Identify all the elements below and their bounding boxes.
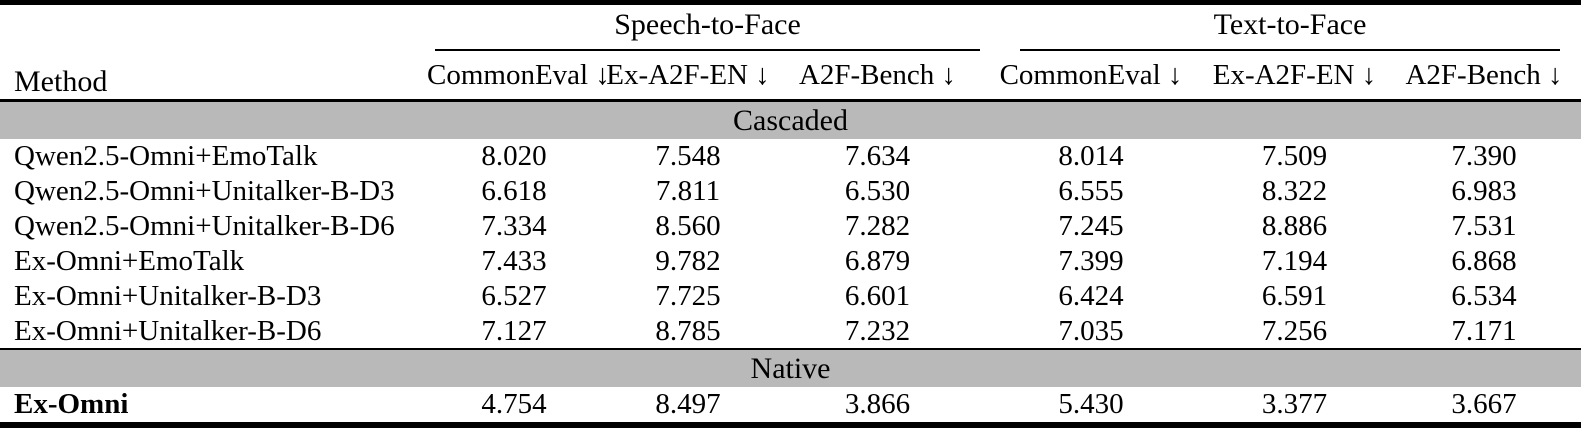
value-cell: 3.866 (844, 388, 911, 420)
method-cell: Qwen2.5-Omni+Unitalker-B-D3 (14, 175, 395, 207)
table-row: Ex-Omni+EmoTalk 7.433 9.782 6.879 7.399 … (0, 244, 1581, 279)
metric-header-t2f-a2f-bench: A2F-Bench ↓ (1387, 51, 1581, 102)
value-cell: 7.282 (844, 210, 911, 242)
value-cell: 7.390 (1451, 140, 1517, 172)
value-cell: 7.245 (1058, 210, 1124, 242)
value-cell: 6.527 (481, 280, 547, 312)
table-row: Qwen2.5-Omni+EmoTalk 8.020 7.548 7.634 8… (0, 139, 1581, 174)
group-header-speech-to-face: Speech-to-Face (427, 3, 980, 51)
method-cell: Ex-Omni+Unitalker-B-D3 (14, 280, 322, 312)
value-cell: 8.020 (481, 140, 547, 172)
value-cell: 7.171 (1451, 314, 1517, 347)
table-row: Ex-Omni+Unitalker-B-D3 6.527 7.725 6.601… (0, 279, 1581, 314)
section-row-cascaded: Cascaded (0, 100, 1581, 139)
value-cell: 7.509 (1261, 140, 1328, 172)
section-label: Cascaded (0, 100, 1581, 139)
table-row: Qwen2.5-Omni+Unitalker-B-D3 6.618 7.811 … (0, 174, 1581, 209)
value-cell: 4.754 (481, 388, 547, 420)
value-cell: 5.430 (1058, 388, 1124, 420)
method-column-header: Method (0, 2, 427, 102)
value-cell: 3.377 (1261, 388, 1328, 420)
value-cell: 6.601 (844, 280, 911, 312)
value-cell: 7.256 (1261, 314, 1328, 347)
value-cell: 6.618 (481, 175, 547, 207)
value-cell: 7.127 (481, 314, 547, 347)
value-cell: 7.232 (844, 314, 911, 347)
value-cell: 7.433 (481, 245, 547, 277)
value-cell: 6.555 (1058, 175, 1124, 207)
method-cell: Ex-Omni (14, 388, 129, 420)
value-cell: 9.782 (655, 245, 721, 277)
section-label: Native (0, 348, 1581, 387)
metric-header-t2f-commoneval: CommonEval ↓ (980, 51, 1202, 102)
table-header: Method Speech-to-Face Text-to-Face Commo… (0, 2, 1581, 102)
value-cell: 7.399 (1058, 245, 1124, 277)
value-cell: 7.811 (655, 175, 721, 207)
value-cell: 8.785 (655, 314, 721, 347)
method-cell: Qwen2.5-Omni+EmoTalk (14, 140, 318, 172)
group-header-row: Method Speech-to-Face Text-to-Face (0, 2, 1581, 102)
value-cell: 7.334 (481, 210, 547, 242)
value-cell: 7.725 (655, 280, 721, 312)
value-cell: 7.035 (1058, 314, 1124, 347)
table-row: Qwen2.5-Omni+Unitalker-B-D6 7.334 8.560 … (0, 209, 1581, 244)
value-cell: 6.983 (1451, 175, 1517, 207)
metric-header-t2f-ex-a2f-en: Ex-A2F-EN ↓ (1202, 51, 1387, 102)
table-body: Cascaded Qwen2.5-Omni+EmoTalk 8.020 7.54… (0, 100, 1581, 426)
metric-header-s2f-commoneval: CommonEval ↓ (427, 51, 610, 102)
value-cell: 6.591 (1261, 280, 1328, 312)
group-header-text-to-face: Text-to-Face (980, 3, 1581, 51)
table-row: Ex-Omni 4.754 8.497 3.866 5.430 3.377 3.… (0, 387, 1581, 425)
results-table: Method Speech-to-Face Text-to-Face Commo… (0, 0, 1581, 428)
value-cell: 7.634 (844, 140, 911, 172)
value-cell: 8.322 (1261, 175, 1328, 207)
table-row: Ex-Omni+Unitalker-B-D6 7.127 8.785 7.232… (0, 314, 1581, 349)
section-row-native: Native (0, 348, 1581, 387)
method-cell: Ex-Omni+EmoTalk (14, 245, 245, 277)
value-cell: 6.424 (1058, 280, 1124, 312)
group-label-speech-to-face: Speech-to-Face (435, 6, 980, 51)
group-label-text-to-face: Text-to-Face (1020, 6, 1561, 51)
metric-header-s2f-ex-a2f-en: Ex-A2F-EN ↓ (601, 51, 775, 102)
method-cell: Ex-Omni+Unitalker-B-D6 (14, 314, 322, 347)
value-cell: 7.548 (655, 140, 721, 172)
value-cell: 3.667 (1451, 388, 1517, 420)
value-cell: 8.497 (655, 388, 721, 420)
metric-header-s2f-a2f-bench: A2F-Bench ↓ (775, 51, 980, 102)
value-cell: 8.014 (1058, 140, 1124, 172)
value-cell: 6.879 (844, 245, 911, 277)
value-cell: 6.530 (844, 175, 911, 207)
metric-header-row: CommonEval ↓ Ex-A2F-EN ↓ A2F-Bench ↓ Com… (0, 51, 1581, 102)
value-cell: 7.194 (1261, 245, 1328, 277)
value-cell: 6.868 (1451, 245, 1517, 277)
value-cell: 8.886 (1261, 210, 1328, 242)
value-cell: 6.534 (1451, 280, 1517, 312)
value-cell: 8.560 (655, 210, 721, 242)
value-cell: 7.531 (1451, 210, 1517, 242)
method-cell: Qwen2.5-Omni+Unitalker-B-D6 (14, 210, 395, 242)
